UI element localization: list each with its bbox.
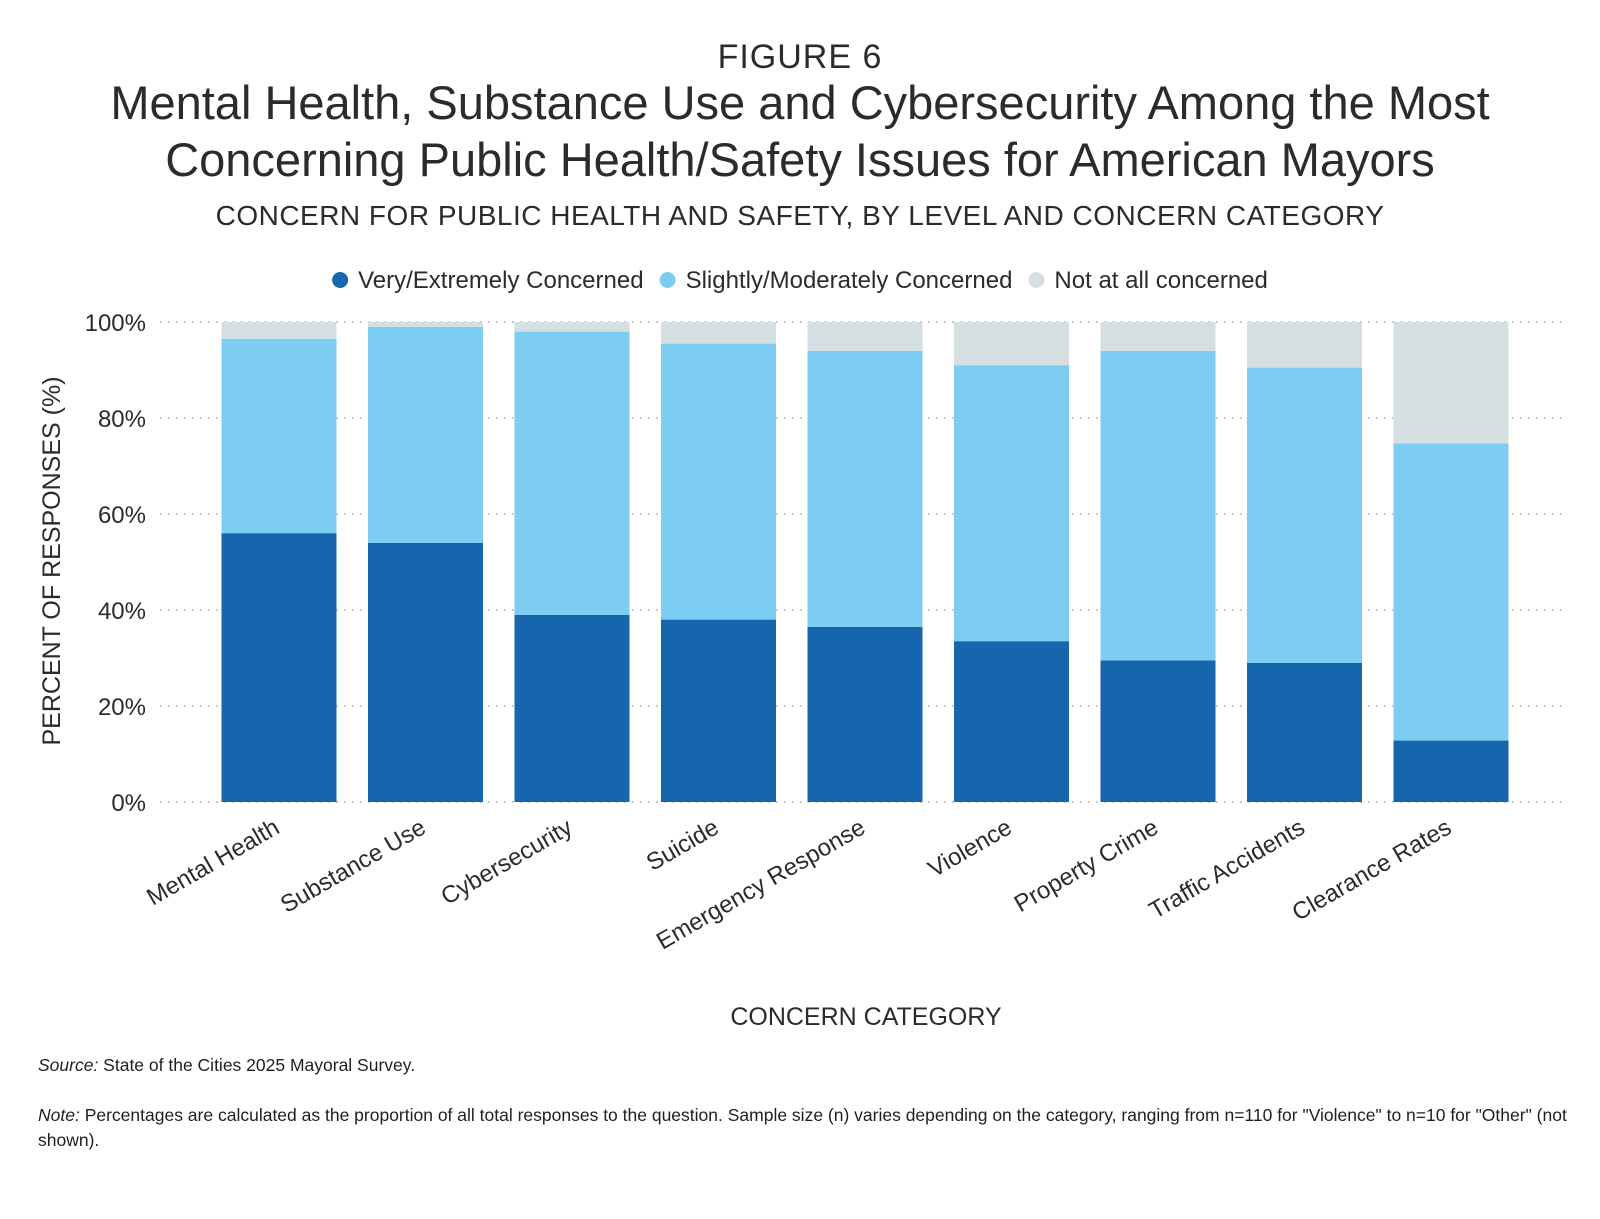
note-label: Note: <box>38 1105 80 1125</box>
bar-segment <box>807 350 923 627</box>
bar-segment <box>1247 662 1362 802</box>
figure-label: FIGURE 6 <box>717 38 883 76</box>
y-tick-label: 100% <box>85 310 146 337</box>
bar-segment <box>368 542 483 802</box>
y-tick-label: 0% <box>111 790 146 817</box>
source-label: Source: <box>38 1055 99 1075</box>
y-axis-label: PERCENT OF RESPONSES (%) <box>38 376 66 745</box>
x-axis-label: CONCERN CATEGORY <box>730 1003 1002 1031</box>
x-tick-label: Violence <box>924 814 1017 883</box>
x-tick-label: Cybersecurity <box>436 814 577 911</box>
x-tick-label: Traffic Accidents <box>1145 814 1310 925</box>
bar-segment <box>221 533 337 802</box>
source-note: Source: State of the Cities 2025 Mayoral… <box>38 1053 1568 1078</box>
x-tick-label: Clearance Rates <box>1288 814 1456 927</box>
legend-label: Very/Extremely Concerned <box>358 267 643 294</box>
legend-swatch <box>332 272 349 288</box>
legend-label: Not at all concerned <box>1054 267 1267 294</box>
bar-segment <box>1100 322 1216 351</box>
bar-segment <box>661 343 776 620</box>
legend-item: Not at all concerned <box>1028 267 1268 294</box>
bar-segment <box>661 322 776 344</box>
bar-segment <box>1247 367 1362 663</box>
bar-segment <box>368 326 483 543</box>
bar-segment <box>1100 660 1216 802</box>
bar-segment <box>514 322 630 332</box>
bar-segment <box>514 331 630 615</box>
y-tick-label: 80% <box>98 406 146 433</box>
bar-segment <box>221 322 337 339</box>
bar-segment <box>368 322 483 327</box>
legend-swatch <box>1028 272 1045 288</box>
bars <box>221 322 1509 802</box>
bar-segment <box>1393 443 1509 741</box>
legend-label: Slightly/Moderately Concerned <box>686 267 1013 294</box>
legend: Very/Extremely Concerned Slightly/Moderat… <box>332 267 1268 294</box>
bar-segment <box>954 365 1069 642</box>
bar-segment <box>1393 740 1509 802</box>
bar-segment <box>1247 322 1362 368</box>
bar-segment <box>807 626 923 802</box>
x-tick-label: Mental Health <box>142 814 284 911</box>
source-text: State of the Cities 2025 Mayoral Survey. <box>98 1055 416 1075</box>
bar-segment <box>221 338 337 534</box>
y-axis-ticks: 0% 20% 40% 60% 80% 100% <box>85 310 146 817</box>
x-tick-label: Substance Use <box>276 814 430 919</box>
y-tick-label: 60% <box>98 502 146 529</box>
bar-segment <box>954 641 1069 802</box>
x-tick-label: Property Crime <box>1010 814 1163 918</box>
x-tick-label: Suicide <box>642 814 724 877</box>
bar-segment <box>807 322 923 351</box>
legend-item: Slightly/Moderately Concerned <box>659 267 1013 294</box>
legend-swatch <box>659 272 676 288</box>
bar-segment <box>954 322 1069 366</box>
note-text: Percentages are calculated as the propor… <box>38 1105 1567 1150</box>
legend-item: Very/Extremely Concerned <box>332 267 644 294</box>
chart-subtitle: CONCERN FOR PUBLIC HEALTH AND SAFETY, BY… <box>215 200 1385 231</box>
bar-segment <box>514 614 630 802</box>
bar-segment <box>1393 322 1509 444</box>
footnote: Note: Percentages are calculated as the … <box>38 1103 1568 1153</box>
bar-segment <box>1100 350 1216 661</box>
y-tick-label: 20% <box>98 694 146 721</box>
bar-segment <box>661 619 776 802</box>
chart-title: Mental Health, Substance Use and Cyberse… <box>110 76 1490 186</box>
y-tick-label: 40% <box>98 598 146 625</box>
